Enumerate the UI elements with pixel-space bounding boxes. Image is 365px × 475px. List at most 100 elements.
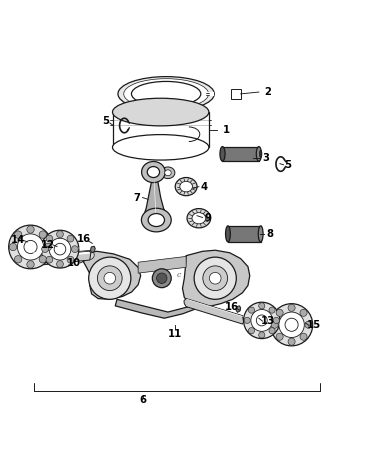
Ellipse shape [258, 226, 263, 242]
Text: 8: 8 [266, 229, 273, 239]
Circle shape [243, 302, 280, 339]
Circle shape [157, 273, 167, 284]
Text: 5: 5 [284, 160, 291, 170]
Text: 15: 15 [306, 321, 320, 331]
Text: 9: 9 [204, 212, 211, 222]
Circle shape [259, 303, 265, 309]
Circle shape [271, 321, 278, 328]
Circle shape [279, 312, 304, 338]
Text: 6: 6 [139, 395, 146, 405]
Text: c: c [177, 271, 181, 279]
Circle shape [39, 256, 47, 263]
Polygon shape [144, 181, 166, 220]
Text: 1: 1 [223, 125, 230, 135]
Circle shape [15, 256, 22, 263]
Circle shape [249, 328, 254, 334]
Circle shape [273, 317, 279, 323]
Circle shape [305, 321, 312, 328]
Circle shape [67, 256, 74, 263]
Circle shape [270, 304, 313, 346]
Circle shape [104, 272, 116, 284]
Circle shape [210, 272, 221, 284]
Text: 7: 7 [134, 192, 141, 202]
Circle shape [44, 243, 52, 251]
Text: 4: 4 [201, 181, 208, 191]
Circle shape [9, 225, 52, 269]
Bar [228, 226, 261, 242]
Ellipse shape [220, 147, 225, 161]
Circle shape [288, 304, 295, 312]
Text: 2: 2 [265, 87, 272, 97]
Circle shape [42, 246, 49, 253]
Circle shape [15, 231, 22, 238]
Ellipse shape [148, 214, 165, 227]
Ellipse shape [141, 208, 171, 232]
Text: 14: 14 [11, 236, 25, 246]
Circle shape [57, 261, 64, 267]
Polygon shape [115, 299, 199, 318]
Ellipse shape [147, 167, 160, 178]
Circle shape [24, 240, 37, 254]
Circle shape [276, 333, 283, 340]
Text: 16: 16 [224, 302, 239, 313]
Circle shape [244, 317, 250, 323]
Ellipse shape [180, 181, 192, 192]
Circle shape [46, 256, 53, 263]
Circle shape [249, 307, 254, 313]
Circle shape [300, 309, 307, 316]
Circle shape [57, 231, 64, 238]
Circle shape [276, 309, 283, 316]
Text: 11: 11 [168, 329, 182, 339]
Bar [223, 147, 259, 161]
Bar [231, 89, 241, 99]
Circle shape [259, 332, 265, 338]
Circle shape [97, 266, 122, 291]
Ellipse shape [192, 213, 206, 224]
Circle shape [49, 238, 71, 260]
Circle shape [18, 234, 43, 260]
Ellipse shape [112, 134, 209, 160]
Ellipse shape [165, 170, 171, 176]
Circle shape [288, 338, 295, 345]
Polygon shape [184, 299, 243, 324]
Circle shape [269, 328, 275, 334]
Polygon shape [236, 306, 241, 313]
Circle shape [27, 226, 34, 233]
Ellipse shape [226, 226, 230, 242]
Circle shape [194, 257, 236, 299]
Ellipse shape [187, 209, 211, 228]
Ellipse shape [161, 167, 175, 179]
Ellipse shape [131, 81, 201, 106]
Circle shape [27, 261, 34, 268]
Text: 16: 16 [77, 234, 91, 244]
Text: 10: 10 [66, 258, 80, 268]
Circle shape [72, 246, 78, 253]
Polygon shape [138, 256, 186, 273]
Ellipse shape [175, 178, 197, 196]
Circle shape [285, 318, 298, 331]
Ellipse shape [124, 79, 208, 109]
Circle shape [256, 315, 267, 326]
Polygon shape [91, 246, 95, 253]
Polygon shape [182, 250, 250, 307]
Text: 5: 5 [103, 116, 110, 126]
Circle shape [54, 243, 66, 255]
Polygon shape [31, 251, 91, 266]
Circle shape [46, 235, 53, 242]
Ellipse shape [142, 162, 165, 182]
Circle shape [251, 310, 273, 331]
Circle shape [269, 307, 275, 313]
Ellipse shape [112, 98, 209, 126]
Circle shape [9, 243, 17, 251]
Circle shape [152, 269, 171, 288]
Circle shape [41, 230, 79, 268]
Circle shape [203, 266, 228, 291]
Circle shape [300, 333, 307, 340]
Circle shape [39, 231, 47, 238]
Ellipse shape [118, 76, 214, 111]
Circle shape [67, 235, 74, 242]
Text: 12: 12 [41, 240, 55, 250]
Text: 13: 13 [261, 316, 275, 326]
Polygon shape [79, 251, 141, 299]
Ellipse shape [260, 150, 262, 158]
